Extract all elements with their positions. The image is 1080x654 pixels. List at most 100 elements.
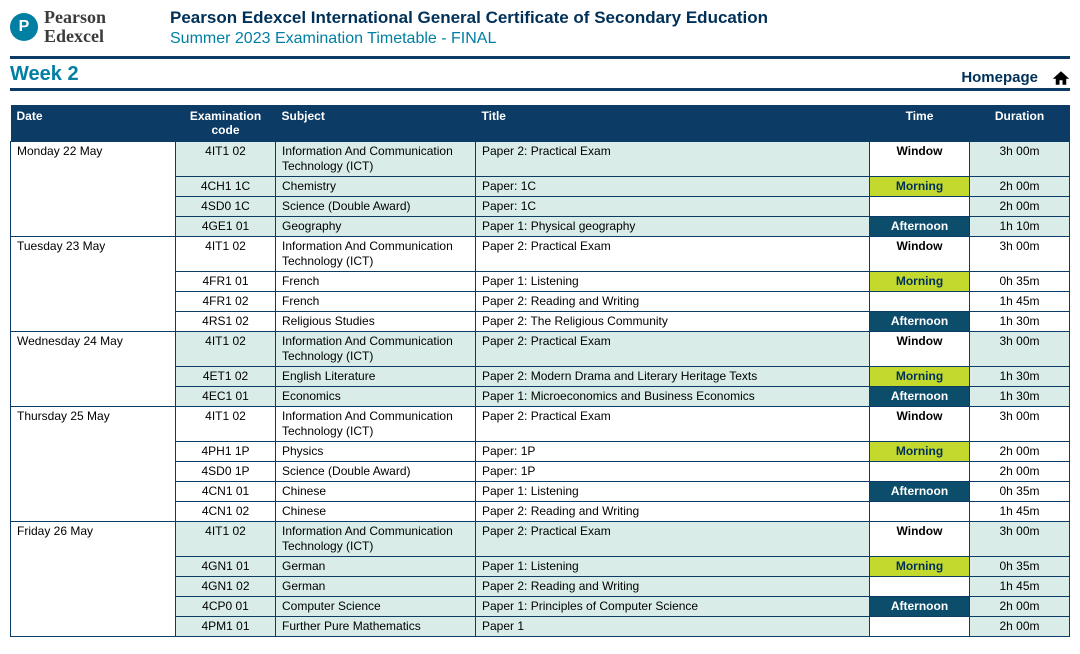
exam-code: 4CP0 01 [176, 597, 276, 617]
title-cell: Paper 2: Practical Exam [476, 237, 870, 272]
title-cell: Paper 2: Practical Exam [476, 332, 870, 367]
title-cell: Paper: 1P [476, 442, 870, 462]
exam-code: 4FR1 01 [176, 272, 276, 292]
table-row: Monday 22 May4IT1 02Information And Comm… [11, 142, 1070, 177]
exam-code: 4IT1 02 [176, 522, 276, 557]
table-row: Wednesday 24 May4IT1 02Information And C… [11, 332, 1070, 367]
col-subject: Subject [276, 105, 476, 142]
duration-cell: 1h 10m [970, 217, 1070, 237]
time-cell [870, 577, 970, 597]
duration-cell: 3h 00m [970, 522, 1070, 557]
subject-cell: Information And Communication Technology… [276, 332, 476, 367]
home-icon [1052, 70, 1070, 86]
duration-cell: 2h 00m [970, 617, 1070, 637]
duration-cell: 0h 35m [970, 482, 1070, 502]
exam-code: 4IT1 02 [176, 237, 276, 272]
exam-code: 4RS1 02 [176, 312, 276, 332]
title-cell: Paper: 1C [476, 197, 870, 217]
exam-code: 4ET1 02 [176, 367, 276, 387]
col-title: Title [476, 105, 870, 142]
exam-code: 4SD0 1P [176, 462, 276, 482]
title-cell: Paper 2: Practical Exam [476, 407, 870, 442]
exam-code: 4CN1 02 [176, 502, 276, 522]
subject-cell: Chinese [276, 502, 476, 522]
title-cell: Paper 2: Reading and Writing [476, 502, 870, 522]
time-cell: Window [870, 522, 970, 557]
brand-badge: P [10, 13, 38, 41]
time-cell: Afternoon [870, 482, 970, 502]
exam-code: 4CH1 1C [176, 177, 276, 197]
duration-cell: 1h 30m [970, 367, 1070, 387]
title-cell: Paper 2: Practical Exam [476, 522, 870, 557]
subject-cell: French [276, 292, 476, 312]
time-cell: Window [870, 332, 970, 367]
header-rule [10, 56, 1070, 59]
subject-cell: Information And Communication Technology… [276, 142, 476, 177]
time-cell: Afternoon [870, 312, 970, 332]
brand-logo: P Pearson Edexcel [10, 8, 150, 46]
subject-cell: German [276, 577, 476, 597]
title-cell: Paper 1: Listening [476, 557, 870, 577]
time-cell [870, 292, 970, 312]
time-cell: Morning [870, 557, 970, 577]
time-cell [870, 197, 970, 217]
exam-code: 4PH1 1P [176, 442, 276, 462]
duration-cell: 2h 00m [970, 197, 1070, 217]
exam-code: 4FR1 02 [176, 292, 276, 312]
subject-cell: Physics [276, 442, 476, 462]
subject-cell: Computer Science [276, 597, 476, 617]
subject-cell: Information And Communication Technology… [276, 237, 476, 272]
duration-cell: 0h 35m [970, 557, 1070, 577]
subject-cell: French [276, 272, 476, 292]
duration-cell: 2h 00m [970, 597, 1070, 617]
exam-code: 4IT1 02 [176, 407, 276, 442]
title-cell: Paper 2: Reading and Writing [476, 577, 870, 597]
duration-cell: 1h 45m [970, 502, 1070, 522]
title-cell: Paper: 1P [476, 462, 870, 482]
subject-cell: English Literature [276, 367, 476, 387]
exam-code: 4GN1 02 [176, 577, 276, 597]
time-cell: Morning [870, 177, 970, 197]
table-row: Thursday 25 May4IT1 02Information And Co… [11, 407, 1070, 442]
exam-code: 4IT1 02 [176, 332, 276, 367]
time-cell: Afternoon [870, 597, 970, 617]
title-cell: Paper 2: Modern Drama and Literary Herit… [476, 367, 870, 387]
duration-cell: 2h 00m [970, 177, 1070, 197]
time-cell [870, 502, 970, 522]
page-subtitle: Summer 2023 Examination Timetable - FINA… [170, 30, 1070, 48]
exam-code: 4EC1 01 [176, 387, 276, 407]
homepage-link[interactable]: Homepage [961, 69, 1070, 86]
table-row: Friday 26 May4IT1 02Information And Comm… [11, 522, 1070, 557]
subject-cell: German [276, 557, 476, 577]
brand-name: Pearson Edexcel [44, 8, 106, 46]
title-cell: Paper 1: Listening [476, 482, 870, 502]
duration-cell: 1h 30m [970, 312, 1070, 332]
duration-cell: 2h 00m [970, 442, 1070, 462]
subject-cell: Geography [276, 217, 476, 237]
exam-code: 4SD0 1C [176, 197, 276, 217]
exam-code: 4PM1 01 [176, 617, 276, 637]
duration-cell: 3h 00m [970, 407, 1070, 442]
duration-cell: 2h 00m [970, 462, 1070, 482]
duration-cell: 1h 45m [970, 292, 1070, 312]
time-cell: Afternoon [870, 217, 970, 237]
date-cell: Monday 22 May [11, 142, 176, 237]
duration-cell: 0h 35m [970, 272, 1070, 292]
timetable: Date Examination code Subject Title Time… [10, 105, 1070, 637]
time-cell: Morning [870, 272, 970, 292]
week-label: Week 2 [10, 63, 79, 86]
time-cell: Morning [870, 367, 970, 387]
time-cell [870, 462, 970, 482]
subject-cell: Information And Communication Technology… [276, 407, 476, 442]
duration-cell: 1h 45m [970, 577, 1070, 597]
time-cell [870, 617, 970, 637]
subject-cell: Religious Studies [276, 312, 476, 332]
subject-cell: Chinese [276, 482, 476, 502]
page-header: P Pearson Edexcel Pearson Edexcel Intern… [10, 8, 1070, 54]
table-row: Tuesday 23 May4IT1 02Information And Com… [11, 237, 1070, 272]
exam-code: 4IT1 02 [176, 142, 276, 177]
title-cell: Paper 1: Microeconomics and Business Eco… [476, 387, 870, 407]
subject-cell: Science (Double Award) [276, 197, 476, 217]
exam-code: 4CN1 01 [176, 482, 276, 502]
col-date: Date [11, 105, 176, 142]
